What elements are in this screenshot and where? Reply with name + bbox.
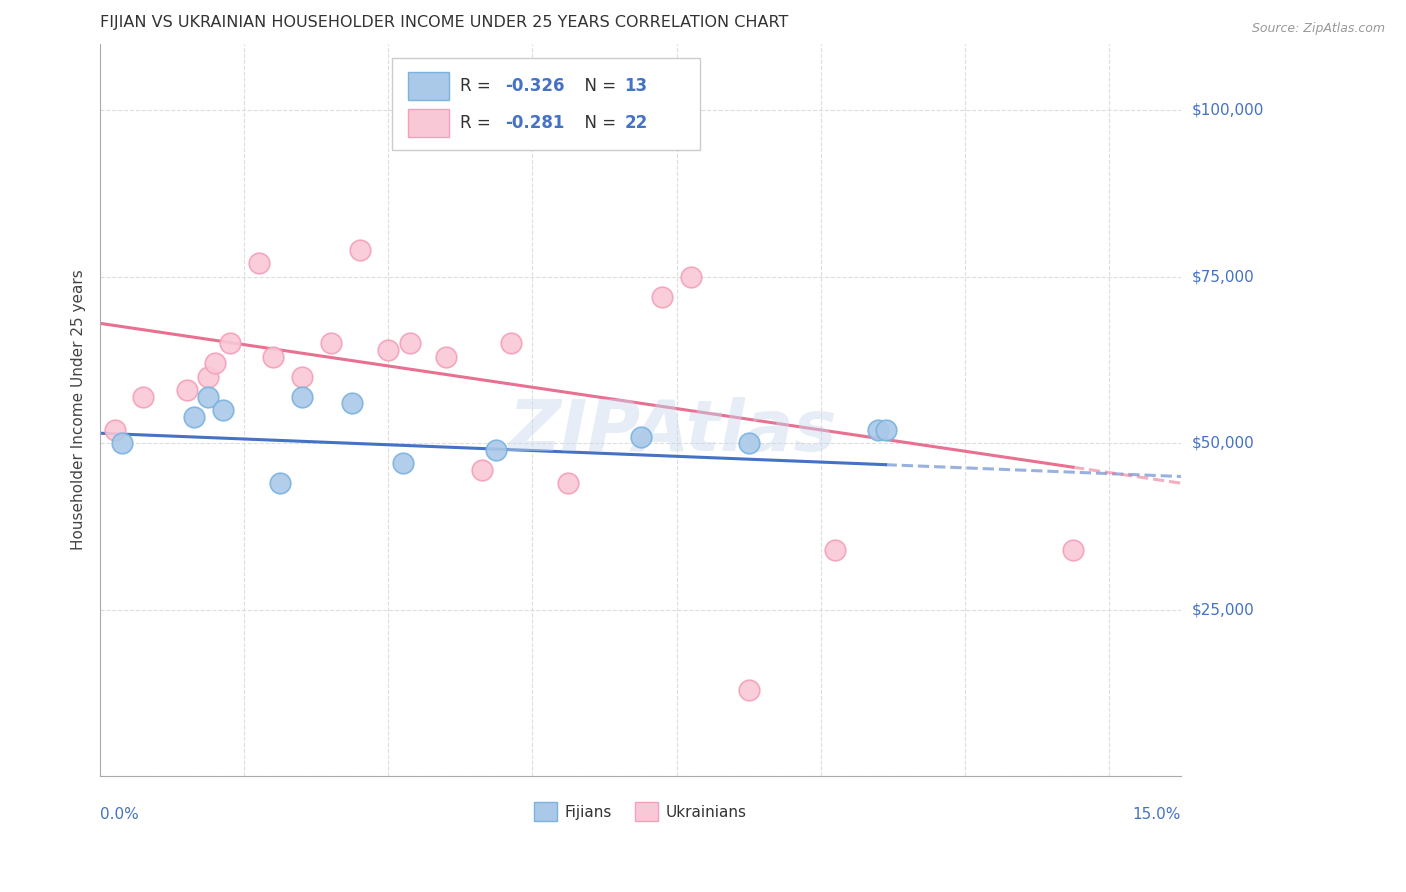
Point xyxy=(824,542,846,557)
Text: FIJIAN VS UKRAINIAN HOUSEHOLDER INCOME UNDER 25 YEARS CORRELATION CHART: FIJIAN VS UKRAINIAN HOUSEHOLDER INCOME U… xyxy=(100,15,789,30)
Text: $50,000: $50,000 xyxy=(1192,435,1254,450)
FancyBboxPatch shape xyxy=(392,58,700,150)
Point xyxy=(103,423,125,437)
Text: R =: R = xyxy=(460,77,496,95)
Text: $100,000: $100,000 xyxy=(1192,103,1264,118)
Point xyxy=(434,350,457,364)
Point xyxy=(262,350,284,364)
Point xyxy=(499,336,522,351)
Point xyxy=(737,682,759,697)
Point xyxy=(132,390,155,404)
Text: $25,000: $25,000 xyxy=(1192,602,1254,617)
Point xyxy=(391,456,413,470)
Point xyxy=(630,429,652,443)
Point xyxy=(1062,542,1084,557)
Legend: Fijians, Ukrainians: Fijians, Ukrainians xyxy=(529,797,752,827)
Point xyxy=(557,476,579,491)
Text: -0.326: -0.326 xyxy=(505,77,565,95)
Point xyxy=(349,243,371,257)
Text: 22: 22 xyxy=(624,114,648,132)
FancyBboxPatch shape xyxy=(408,72,450,100)
Point xyxy=(247,256,270,270)
Point xyxy=(319,336,342,351)
Point xyxy=(197,369,219,384)
Text: R =: R = xyxy=(460,114,496,132)
Point xyxy=(211,403,233,417)
Point xyxy=(291,390,314,404)
Text: 13: 13 xyxy=(624,77,648,95)
Point xyxy=(651,290,673,304)
Point xyxy=(875,423,897,437)
Text: 15.0%: 15.0% xyxy=(1133,806,1181,822)
Point xyxy=(868,423,890,437)
Text: N =: N = xyxy=(574,114,621,132)
Point xyxy=(342,396,364,410)
Point xyxy=(176,383,198,397)
Text: Source: ZipAtlas.com: Source: ZipAtlas.com xyxy=(1251,22,1385,36)
Text: N =: N = xyxy=(574,77,621,95)
Text: -0.281: -0.281 xyxy=(505,114,565,132)
Text: $75,000: $75,000 xyxy=(1192,269,1254,285)
Point xyxy=(291,369,314,384)
Point xyxy=(197,390,219,404)
Text: 0.0%: 0.0% xyxy=(100,806,139,822)
Point xyxy=(471,463,494,477)
Point xyxy=(204,356,226,370)
Point xyxy=(399,336,422,351)
Point xyxy=(218,336,240,351)
FancyBboxPatch shape xyxy=(408,109,450,136)
Point xyxy=(679,269,702,284)
Point xyxy=(377,343,399,357)
Text: ZIPAtlas: ZIPAtlas xyxy=(509,398,837,467)
Point xyxy=(183,409,205,424)
Y-axis label: Householder Income Under 25 years: Householder Income Under 25 years xyxy=(72,269,86,550)
Point xyxy=(269,476,291,491)
Point xyxy=(485,442,508,457)
Point xyxy=(111,436,134,450)
Point xyxy=(737,436,759,450)
